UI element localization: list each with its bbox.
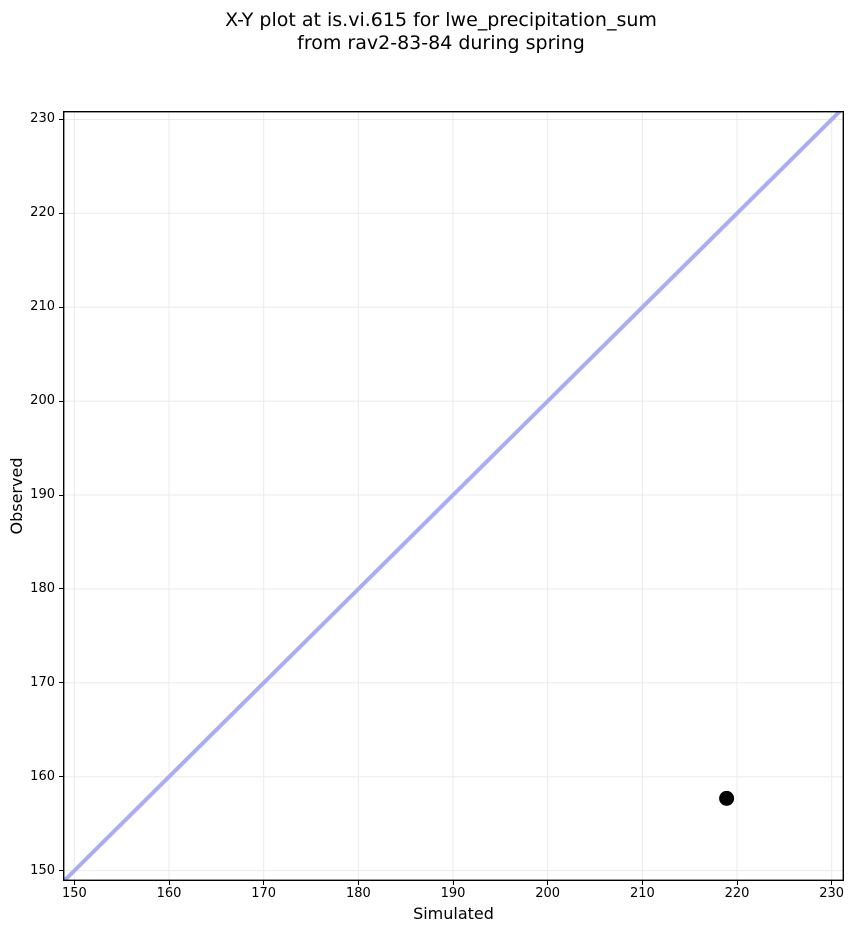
x-tick-label: 200	[535, 886, 561, 901]
x-tick-mark	[736, 881, 738, 885]
x-axis-label: Simulated	[413, 904, 494, 923]
y-axis-label: Observed	[7, 457, 26, 535]
y-tick-label: 190	[30, 487, 55, 503]
x-tick-mark	[452, 881, 454, 885]
y-tick-mark	[59, 306, 63, 308]
y-tick-label: 160	[30, 768, 55, 784]
x-tick-mark	[547, 881, 549, 885]
y-tick-mark	[59, 212, 63, 214]
x-tick-label: 180	[345, 886, 371, 901]
y-tick-mark	[59, 682, 63, 684]
identity-line	[63, 111, 844, 881]
axes-frame	[63, 111, 844, 881]
plot-svg	[63, 111, 844, 881]
y-tick-label: 200	[30, 393, 55, 409]
y-tick-mark	[59, 870, 63, 872]
chart-title-line2: from rav2-83-84 during spring	[297, 32, 585, 54]
y-tick-mark	[59, 400, 63, 402]
y-tick-mark	[59, 588, 63, 590]
x-tick-label: 160	[156, 886, 182, 901]
x-tick-label: 190	[440, 886, 466, 901]
y-tick-label: 150	[30, 862, 55, 878]
y-tick-label: 230	[30, 111, 55, 127]
x-tick-label: 170	[251, 886, 277, 901]
data-point	[719, 790, 735, 806]
y-tick-mark	[59, 118, 63, 120]
x-tick-mark	[73, 881, 75, 885]
y-tick-label: 210	[30, 299, 55, 315]
x-tick-mark	[357, 881, 359, 885]
chart-title-line1: X-Y plot at is.vi.615 for lwe_precipitat…	[225, 9, 657, 31]
x-tick-label: 230	[819, 886, 845, 901]
y-tick-label: 220	[30, 205, 55, 221]
y-tick-label: 170	[30, 674, 55, 690]
chart-title: X-Y plot at is.vi.615 for lwe_precipitat…	[225, 9, 657, 55]
x-tick-label: 220	[724, 886, 750, 901]
plot-area	[63, 111, 844, 881]
x-tick-mark	[831, 881, 833, 885]
x-tick-label: 150	[61, 886, 87, 901]
x-tick-mark	[168, 881, 170, 885]
y-tick-mark	[59, 494, 63, 496]
x-tick-mark	[263, 881, 265, 885]
y-tick-mark	[59, 776, 63, 778]
x-tick-mark	[641, 881, 643, 885]
y-tick-label: 180	[30, 580, 55, 596]
x-tick-label: 210	[629, 886, 655, 901]
